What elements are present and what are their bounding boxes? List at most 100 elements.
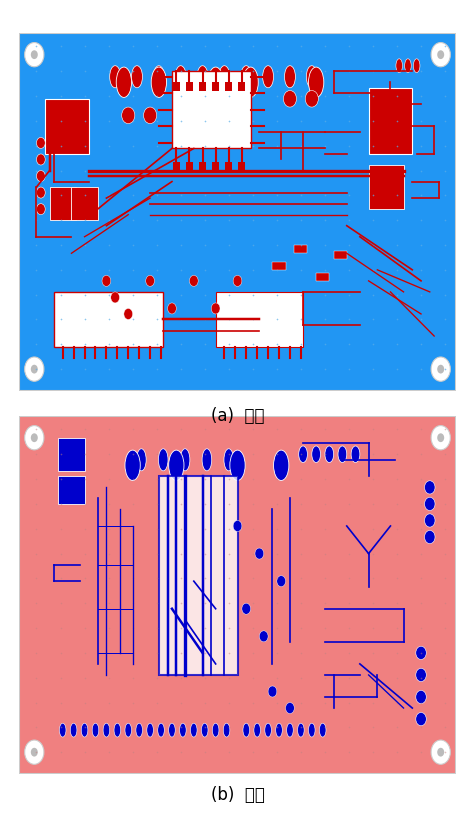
Circle shape <box>122 107 135 124</box>
Ellipse shape <box>158 449 168 471</box>
Ellipse shape <box>298 723 304 737</box>
Circle shape <box>425 531 435 544</box>
Ellipse shape <box>103 723 110 737</box>
Circle shape <box>31 434 38 442</box>
Bar <box>58 476 85 504</box>
Circle shape <box>211 303 220 314</box>
Ellipse shape <box>153 66 164 88</box>
Circle shape <box>268 686 277 697</box>
Circle shape <box>425 481 435 494</box>
Bar <box>212 162 219 170</box>
Ellipse shape <box>396 59 402 73</box>
Ellipse shape <box>219 66 230 88</box>
Circle shape <box>277 575 285 587</box>
Circle shape <box>37 138 45 148</box>
Ellipse shape <box>201 723 208 737</box>
Ellipse shape <box>169 450 184 481</box>
Text: (b)  뒷면: (b) 뒷면 <box>210 786 265 804</box>
Ellipse shape <box>274 450 289 481</box>
Ellipse shape <box>309 723 315 737</box>
Ellipse shape <box>197 66 208 88</box>
Ellipse shape <box>132 66 142 88</box>
Ellipse shape <box>263 66 274 88</box>
Circle shape <box>233 275 242 286</box>
Ellipse shape <box>147 723 153 737</box>
Bar <box>58 438 85 471</box>
Ellipse shape <box>309 67 324 98</box>
Ellipse shape <box>110 66 121 88</box>
Ellipse shape <box>59 723 66 737</box>
Ellipse shape <box>175 66 186 88</box>
Circle shape <box>143 107 157 124</box>
Ellipse shape <box>180 723 186 737</box>
Bar <box>45 99 89 154</box>
Ellipse shape <box>136 723 142 737</box>
Bar <box>173 162 180 170</box>
Circle shape <box>431 425 450 450</box>
Circle shape <box>416 690 426 703</box>
Bar <box>225 162 232 170</box>
Circle shape <box>425 497 435 510</box>
Ellipse shape <box>306 66 317 88</box>
Bar <box>294 245 307 253</box>
Circle shape <box>190 275 198 286</box>
Bar <box>159 476 238 675</box>
Circle shape <box>37 170 45 182</box>
Circle shape <box>37 204 45 214</box>
Circle shape <box>168 303 176 314</box>
Bar <box>49 187 76 220</box>
Circle shape <box>255 548 264 559</box>
Bar <box>369 88 412 154</box>
Bar <box>212 82 219 90</box>
Ellipse shape <box>243 67 258 98</box>
Ellipse shape <box>212 723 219 737</box>
Ellipse shape <box>241 66 252 88</box>
Circle shape <box>416 668 426 681</box>
Circle shape <box>37 154 45 165</box>
Ellipse shape <box>224 449 234 471</box>
Ellipse shape <box>285 66 295 88</box>
Ellipse shape <box>158 723 164 737</box>
Circle shape <box>146 275 154 286</box>
Ellipse shape <box>413 59 420 73</box>
Ellipse shape <box>299 446 307 463</box>
Bar <box>54 292 163 347</box>
Bar <box>238 162 246 170</box>
Bar <box>199 82 206 90</box>
Circle shape <box>259 631 268 642</box>
Bar <box>172 71 251 148</box>
Ellipse shape <box>312 446 321 463</box>
Ellipse shape <box>169 723 175 737</box>
Circle shape <box>431 42 450 67</box>
Circle shape <box>416 646 426 659</box>
Ellipse shape <box>114 723 121 737</box>
Circle shape <box>305 90 318 107</box>
Circle shape <box>25 357 44 381</box>
Circle shape <box>431 740 450 764</box>
Ellipse shape <box>351 446 360 463</box>
Bar <box>238 82 246 90</box>
Circle shape <box>425 513 435 527</box>
Bar <box>225 82 232 90</box>
Ellipse shape <box>190 723 197 737</box>
Ellipse shape <box>180 449 190 471</box>
Circle shape <box>31 748 38 756</box>
Ellipse shape <box>208 67 223 98</box>
Bar <box>333 250 347 259</box>
Circle shape <box>431 357 450 381</box>
Circle shape <box>242 603 251 615</box>
Circle shape <box>233 521 242 531</box>
Bar <box>273 262 285 270</box>
Ellipse shape <box>223 723 230 737</box>
Bar <box>216 292 303 347</box>
Ellipse shape <box>230 450 245 481</box>
Circle shape <box>25 42 44 67</box>
Ellipse shape <box>265 723 271 737</box>
Ellipse shape <box>125 723 132 737</box>
Ellipse shape <box>136 449 146 471</box>
Bar <box>369 165 404 209</box>
Text: (a)  앞면: (a) 앞면 <box>211 407 264 425</box>
Ellipse shape <box>125 450 140 481</box>
Ellipse shape <box>92 723 99 737</box>
Circle shape <box>437 51 444 59</box>
